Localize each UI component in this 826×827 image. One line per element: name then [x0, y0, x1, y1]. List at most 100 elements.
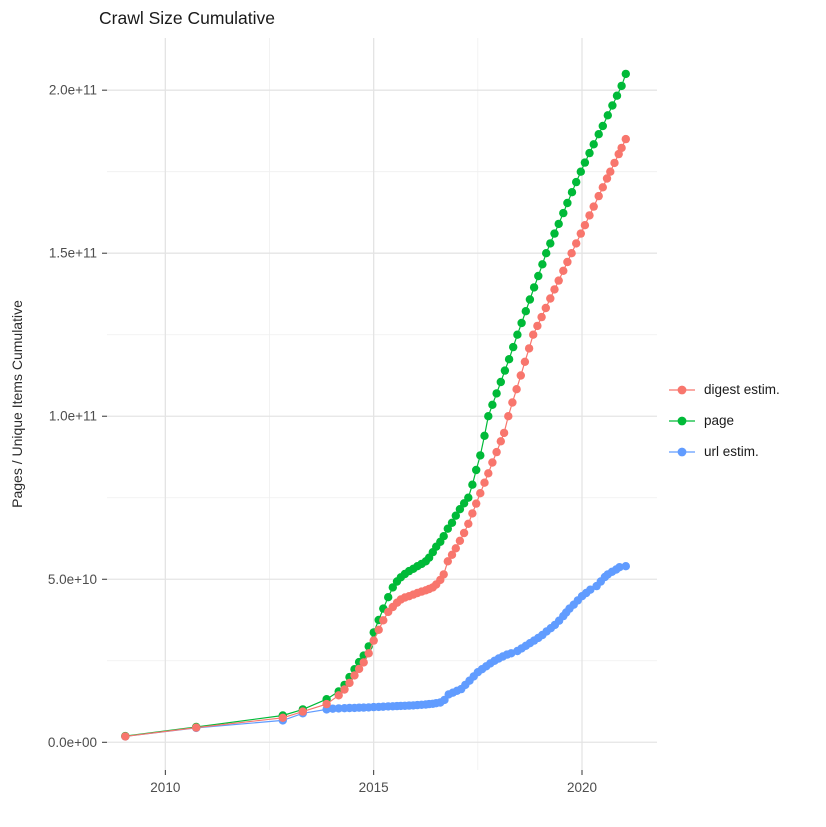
legend-key-page — [669, 416, 695, 425]
legend-item-url-estim: url estim. — [669, 436, 825, 467]
legend-item-page: page — [669, 405, 825, 436]
y-axis-tick-label: 1.0e+11 — [49, 409, 97, 424]
data-point — [298, 707, 307, 716]
data-point — [468, 480, 477, 489]
data-point — [542, 249, 551, 258]
data-point — [598, 183, 607, 192]
data-point — [576, 229, 585, 238]
data-point — [350, 671, 359, 680]
legend-label-url-estim: url estim. — [704, 444, 759, 459]
legend-key-digest-estim — [669, 385, 695, 394]
data-point — [621, 134, 630, 144]
data-point — [500, 366, 510, 375]
data-point — [580, 221, 590, 230]
data-point — [359, 658, 368, 667]
data-point — [484, 412, 493, 421]
data-point — [499, 428, 509, 438]
data-point — [443, 557, 452, 566]
x-axis-tick-label: 2010 — [150, 780, 180, 795]
data-point — [554, 219, 563, 229]
data-point — [492, 389, 501, 398]
chart-title: Crawl Size Cumulative — [99, 8, 276, 28]
data-point — [541, 303, 550, 313]
y-axis-tick-label: 2.0e+11 — [49, 83, 97, 98]
data-point — [379, 616, 388, 625]
data-point — [594, 130, 603, 139]
data-point — [496, 377, 505, 387]
data-point — [496, 437, 505, 446]
data-point — [576, 167, 585, 176]
data-point — [121, 732, 130, 741]
data-point — [455, 505, 465, 514]
data-point — [603, 111, 612, 120]
data-point — [580, 158, 590, 167]
data-point — [520, 357, 530, 366]
data-point — [488, 400, 497, 409]
data-point — [621, 562, 630, 571]
data-point — [594, 191, 603, 201]
y-axis-tick-label: 0.0e+00 — [48, 735, 97, 750]
data-point — [538, 260, 547, 269]
data-point — [472, 499, 481, 508]
data-point — [621, 69, 630, 79]
data-point — [516, 371, 525, 380]
data-point — [598, 121, 607, 131]
data-point — [610, 158, 619, 168]
data-point — [521, 307, 530, 316]
data-point — [546, 294, 555, 303]
data-point — [617, 143, 626, 153]
data-point — [345, 678, 354, 688]
data-point — [439, 570, 448, 579]
data-point — [529, 283, 539, 292]
data-point — [525, 295, 535, 304]
data-point — [476, 489, 485, 498]
data-point — [439, 532, 448, 541]
data-point — [512, 385, 521, 394]
data-point — [459, 528, 469, 538]
data-point — [455, 536, 465, 545]
data-point — [504, 355, 514, 364]
data-point — [563, 257, 572, 267]
data-point — [589, 140, 598, 149]
y-axis-tick-label: 5.0e+10 — [48, 572, 97, 587]
data-point — [354, 664, 364, 674]
series-line — [125, 138, 627, 737]
data-point — [513, 330, 522, 339]
data-point — [589, 202, 598, 211]
data-point — [504, 412, 513, 421]
data-point — [484, 469, 493, 478]
data-point — [476, 451, 485, 460]
legend-item-digest-estim: digest estim. — [669, 374, 825, 405]
data-point — [443, 524, 452, 533]
data-point — [563, 198, 572, 208]
x-axis-tick-label: 2020 — [567, 780, 597, 795]
data-point — [374, 625, 383, 634]
data-point — [447, 518, 457, 527]
data-point — [524, 344, 534, 353]
data-point — [508, 398, 517, 407]
data-point — [480, 431, 489, 440]
x-axis-tick-label: 2015 — [359, 780, 389, 795]
legend-label-digest-estim: digest estim. — [704, 382, 780, 397]
data-point — [322, 699, 331, 709]
data-point — [451, 511, 460, 520]
data-point — [586, 585, 595, 594]
data-point — [533, 321, 542, 331]
data-point — [464, 493, 473, 502]
data-point — [534, 271, 543, 281]
data-point — [388, 583, 397, 592]
data-point — [328, 704, 337, 713]
legend: digest estim. page url estim. — [669, 374, 825, 467]
data-point — [278, 713, 287, 722]
data-point — [451, 544, 460, 553]
data-point — [529, 330, 538, 339]
data-point — [509, 342, 518, 352]
legend-key-url-estim — [669, 447, 695, 456]
data-point — [585, 148, 594, 158]
data-point — [488, 458, 497, 467]
data-point — [615, 563, 624, 572]
data-point — [517, 318, 526, 328]
data-point — [559, 266, 568, 275]
data-point — [572, 239, 581, 248]
